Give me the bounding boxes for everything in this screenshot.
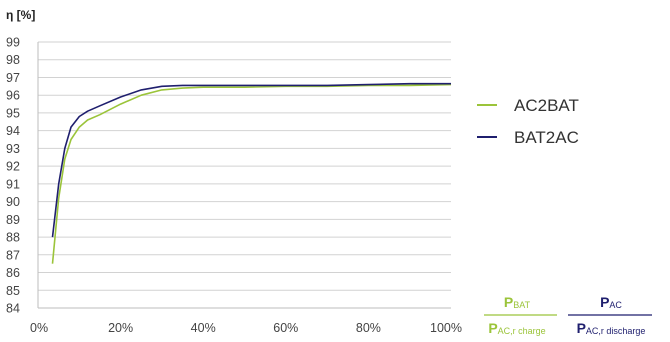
y-tick-label: 90 [6,195,20,209]
legend-label-ac2bat: AC2BAT [514,96,579,115]
x-tick-labels: 0% 20% 40% 60% 80% 100% [30,321,462,335]
formula-labels: PBAT PAC,r charge PAC PAC,r discharge [484,294,652,336]
formula-denominator-ac2bat: PAC,r charge [488,320,545,336]
x-tick-label: 0% [30,321,48,335]
y-tick-label: 96 [6,89,20,103]
x-tick-label: 100% [430,321,462,335]
y-tick-label: 92 [6,160,20,174]
y-tick-label: 97 [6,71,20,85]
formula-numerator-bat2ac: PAC [600,294,622,310]
y-tick-label: 84 [6,302,20,316]
y-tick-labels: 84 85 86 87 88 89 90 91 92 93 94 95 96 97 98 99 [6,36,20,316]
y-axis-label: η [%] [6,8,35,22]
series-line-ac2bat [51,83,452,264]
series-lines [51,82,452,264]
y-tick-label: 98 [6,53,20,67]
y-tick-label: 89 [6,213,20,227]
y-tick-label: 94 [6,124,20,138]
x-tick-label: 60% [273,321,298,335]
legend: AC2BAT BAT2AC [477,96,579,147]
x-tick-label: 80% [356,321,381,335]
legend-label-bat2ac: BAT2AC [514,128,579,147]
x-tick-label: 40% [191,321,216,335]
series-line-bat2ac [51,82,451,238]
y-tick-label: 85 [6,284,20,298]
y-tick-label: 87 [6,248,20,262]
y-tick-label: 88 [6,231,20,245]
y-tick-label: 95 [6,106,20,120]
y-tick-label: 86 [6,266,20,280]
formula-denominator-bat2ac: PAC,r discharge [577,320,646,336]
y-tick-label: 93 [6,142,20,156]
y-tick-label: 99 [6,36,20,50]
x-tick-label: 20% [108,321,133,335]
formula-numerator-ac2bat: PBAT [504,294,531,310]
y-tick-label: 91 [6,177,20,191]
grid-lines [37,41,451,309]
